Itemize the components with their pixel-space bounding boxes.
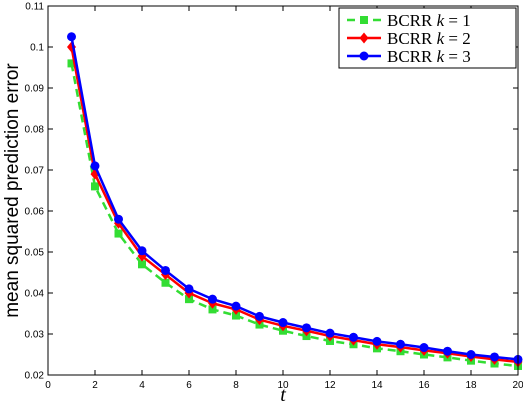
data-point bbox=[91, 182, 99, 191]
data-point bbox=[396, 339, 405, 349]
legend-marker bbox=[360, 16, 368, 24]
data-point bbox=[278, 318, 288, 328]
legend-entry: BCRR k = 1 bbox=[387, 11, 471, 30]
data-point bbox=[466, 350, 476, 359]
data-point bbox=[443, 346, 452, 356]
axis-ticks: 0 2 4 6 8 10 12 14 16 18 20 0.02 0.03 0.04 0.05 0.06 0.0… bbox=[25, 2, 523, 392]
y-tick-label: 0.07 bbox=[25, 166, 45, 177]
legend-marker bbox=[359, 51, 369, 61]
data-point bbox=[67, 32, 76, 42]
data-point bbox=[114, 229, 123, 238]
y-tick-label: 0.02 bbox=[25, 371, 45, 382]
y-tick-label: 0.11 bbox=[25, 2, 44, 13]
x-tick-label: 0 bbox=[45, 380, 51, 391]
data-point bbox=[419, 343, 429, 353]
y-tick-label: 0.03 bbox=[25, 330, 45, 341]
data-point bbox=[67, 59, 76, 68]
data-point bbox=[490, 352, 499, 362]
data-point bbox=[325, 328, 335, 338]
data-point bbox=[161, 278, 170, 287]
series-3 bbox=[67, 32, 523, 364]
data-point bbox=[208, 294, 217, 304]
x-axis-title: t bbox=[280, 384, 286, 405]
y-tick-label: 0.08 bbox=[25, 125, 45, 136]
y-tick-label: 0.1 bbox=[30, 43, 44, 54]
series-layer bbox=[67, 32, 523, 370]
y-tick-label: 0.09 bbox=[25, 84, 45, 95]
data-point bbox=[372, 336, 382, 346]
data-point bbox=[184, 284, 194, 294]
data-point bbox=[90, 161, 100, 171]
y-axis-title: mean squared prediction error bbox=[2, 63, 23, 318]
x-tick-label: 18 bbox=[465, 380, 477, 391]
x-tick-label: 4 bbox=[139, 380, 145, 391]
data-point bbox=[302, 323, 311, 333]
data-point bbox=[185, 295, 193, 304]
data-point bbox=[208, 305, 217, 314]
x-tick-label: 16 bbox=[418, 380, 430, 391]
y-tick-label: 0.05 bbox=[25, 248, 45, 259]
data-point bbox=[231, 301, 241, 311]
data-point bbox=[138, 260, 146, 269]
x-tick-label: 8 bbox=[233, 380, 239, 391]
x-tick-label: 14 bbox=[371, 380, 383, 391]
x-tick-label: 2 bbox=[92, 380, 98, 391]
x-tick-label: 6 bbox=[186, 380, 192, 391]
data-point bbox=[114, 214, 123, 224]
x-tick-label: 12 bbox=[324, 380, 336, 391]
data-point bbox=[137, 246, 147, 256]
data-point bbox=[161, 265, 170, 275]
y-tick-label: 0.06 bbox=[25, 207, 45, 218]
data-point bbox=[232, 311, 240, 320]
legend-entry: BCRR k = 2 bbox=[387, 29, 471, 48]
axes-frame bbox=[47, 5, 519, 376]
x-tick-label: 10 bbox=[277, 380, 289, 391]
legend-entry: BCRR k = 3 bbox=[387, 47, 471, 66]
x-tick-label: 20 bbox=[512, 380, 523, 391]
y-tick-label: 0.04 bbox=[25, 289, 45, 300]
data-point bbox=[255, 311, 264, 321]
data-point bbox=[349, 332, 358, 342]
legend-marker bbox=[359, 32, 369, 44]
